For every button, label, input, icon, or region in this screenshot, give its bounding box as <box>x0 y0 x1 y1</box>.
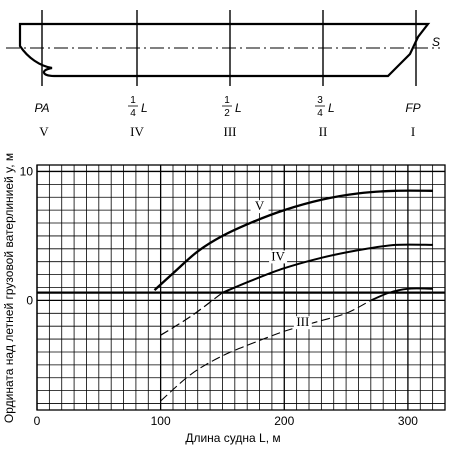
station-roman-ii: II <box>319 124 328 139</box>
station-half-num: 1 <box>224 95 230 106</box>
series-label-v: V <box>255 198 265 213</box>
station-three-quarter-label: L <box>328 101 335 115</box>
station-three-quarter-num: 3 <box>317 95 323 106</box>
station-lines <box>41 10 417 86</box>
curve-iii-dashed <box>160 299 372 402</box>
x-tick-label: 200 <box>274 414 294 428</box>
station-quarter-den: 4 <box>130 108 136 119</box>
chart-curves: V IV III <box>37 189 445 402</box>
station-half-label: L <box>235 101 242 115</box>
station-three-quarter-den: 4 <box>317 108 323 119</box>
ship-diagram: S PA 1 4 L 1 2 L 3 4 L FP V IV III II I <box>6 10 440 139</box>
series-label-bg <box>250 200 269 214</box>
station-pa-label: PA <box>34 101 49 115</box>
waterline-label: S <box>432 35 440 49</box>
curve-v <box>153 189 433 291</box>
curve-iii-solid <box>370 287 433 302</box>
chart-grid <box>36 164 446 411</box>
station-roman-i: I <box>411 124 415 139</box>
station-roman-v: V <box>39 124 49 139</box>
ship-hull-outline <box>18 22 431 78</box>
y-tick-label: 0 <box>26 293 33 307</box>
series-label-iii: III <box>296 314 309 329</box>
station-roman-iv: IV <box>130 124 144 139</box>
x-tick-label: 300 <box>398 414 418 428</box>
y-tick-label: 10 <box>20 164 34 178</box>
series-label-bg <box>269 250 288 264</box>
curve-iv-solid <box>222 243 433 294</box>
x-tick-label: 100 <box>151 414 171 428</box>
station-fp-label: FP <box>405 101 420 115</box>
station-half-den: 2 <box>224 108 230 119</box>
x-axis-label: Длина судна L, м <box>185 431 280 445</box>
station-roman-iii: III <box>224 124 237 139</box>
curve-iv-dashed <box>160 292 223 336</box>
series-label-iv: IV <box>271 248 285 263</box>
x-tick-label: 0 <box>34 414 41 428</box>
station-quarter-label: L <box>141 101 148 115</box>
station-quarter-num: 1 <box>130 95 136 106</box>
series-label-bg <box>293 316 312 330</box>
plot-frame <box>36 164 446 411</box>
y-axis-label: Ордината над летней грузовой ватерлинией… <box>2 153 16 423</box>
